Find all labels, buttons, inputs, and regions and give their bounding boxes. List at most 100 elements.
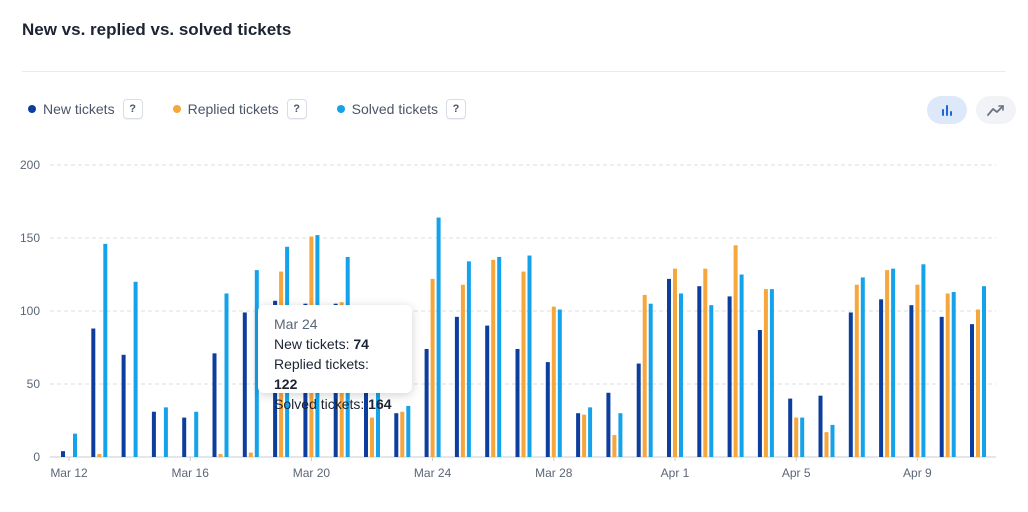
bar-replied [551, 306, 556, 457]
bar-view-button[interactable] [927, 96, 967, 124]
bar-solved [830, 424, 835, 457]
help-icon[interactable]: ? [122, 99, 143, 119]
bar-replied [400, 411, 405, 457]
bar-solved [648, 303, 653, 457]
bar-replied [854, 284, 859, 457]
x-tick-label: Apr 9 [903, 466, 932, 480]
y-tick-label: 0 [33, 450, 40, 464]
legend-dot-solved [336, 105, 345, 113]
bar-solved [103, 243, 108, 457]
tooltip-new: New tickets: 74 [274, 334, 396, 354]
x-tick-label: Mar 16 [172, 466, 210, 480]
bar-solved [497, 256, 502, 457]
bar-new [515, 348, 520, 457]
bar-solved [436, 217, 441, 457]
bar-solved [254, 270, 259, 457]
y-tick-label: 50 [27, 377, 41, 391]
legend-item-solved[interactable]: Solved tickets ? [336, 99, 466, 119]
bar-new [182, 417, 187, 457]
bar-new [454, 316, 459, 457]
legend-item-replied[interactable]: Replied tickets ? [172, 99, 307, 119]
bar-solved [739, 274, 744, 457]
bar-replied [733, 245, 738, 457]
x-tick-label: Apr 1 [661, 466, 690, 480]
x-tick-label: Mar 24 [414, 466, 452, 480]
tooltip-solved: Solved tickets: 164 [274, 394, 396, 414]
bar-new [909, 305, 914, 457]
bar-replied [248, 452, 253, 457]
y-tick-label: 150 [20, 231, 40, 245]
bar-replied [824, 432, 829, 457]
bar-new [485, 325, 490, 457]
help-icon[interactable]: ? [286, 99, 307, 119]
bar-new [606, 392, 611, 457]
legend-dot-replied [172, 105, 181, 113]
bar-new [970, 324, 974, 457]
bar-new [939, 316, 944, 457]
bar-replied [218, 454, 223, 457]
header-divider [22, 71, 1006, 72]
bar-new [848, 312, 853, 457]
y-tick-label: 200 [20, 158, 40, 172]
bar-solved [982, 286, 986, 457]
bar-new [151, 411, 156, 457]
legend: New tickets ? Replied tickets ? Solved t… [28, 99, 496, 119]
tooltip-solved-value: 164 [368, 396, 392, 412]
bar-replied [582, 414, 587, 457]
bar-new [364, 354, 368, 457]
bar-replied [703, 268, 708, 457]
help-icon[interactable]: ? [446, 99, 466, 119]
legend-item-new[interactable]: New tickets ? [28, 99, 143, 119]
bar-new [788, 398, 793, 457]
legend-label-replied: Replied tickets [187, 101, 279, 117]
bar-replied [612, 435, 617, 457]
bar-replied [491, 259, 496, 457]
bar-replied [945, 293, 950, 457]
bar-new [879, 299, 884, 457]
line-view-button[interactable] [976, 96, 1016, 124]
bar-replied [915, 284, 920, 457]
bar-new [212, 353, 217, 457]
x-tick-label: Mar 12 [50, 466, 88, 480]
bar-solved [709, 305, 714, 457]
bar-new [394, 413, 399, 457]
legend-label-solved: Solved tickets [351, 101, 438, 117]
bar-replied [976, 309, 980, 457]
bar-chart-icon [942, 105, 952, 116]
bar-replied [430, 278, 435, 457]
bar-solved [406, 405, 411, 457]
bar-solved [679, 293, 683, 457]
chart-tooltip: Mar 24 New tickets: 74 Replied tickets: … [258, 305, 412, 412]
x-tick-label: Mar 28 [535, 466, 573, 480]
chart-title: New vs. replied vs. solved tickets [22, 20, 292, 39]
bar-solved [860, 277, 865, 457]
bar-new [727, 296, 732, 457]
bar-new [818, 395, 823, 457]
line-chart-icon [987, 105, 1004, 116]
bar-solved [73, 433, 77, 457]
bar-new [91, 328, 96, 457]
bar-solved [618, 413, 623, 457]
x-tick-label: Apr 5 [782, 466, 811, 480]
bar-solved [224, 293, 229, 457]
tooltip-new-label: New tickets: [274, 336, 350, 352]
bar-solved [769, 289, 774, 457]
bar-replied [370, 417, 374, 457]
bar-replied [521, 271, 526, 457]
bar-solved [163, 407, 168, 457]
bar-solved [527, 255, 532, 457]
bar-solved [194, 411, 199, 457]
bar-solved [466, 261, 471, 457]
bar-replied [885, 270, 890, 457]
tooltip-replied-label: Replied tickets: [274, 356, 369, 372]
bar-replied [97, 454, 102, 457]
bar-solved [800, 417, 805, 457]
bar-replied [642, 294, 647, 457]
bar-replied [763, 289, 768, 457]
bar-new [636, 363, 641, 457]
tooltip-replied-value: 122 [274, 376, 298, 392]
bar-new [61, 451, 65, 457]
bar-new [757, 329, 762, 457]
bar-solved [921, 264, 926, 457]
